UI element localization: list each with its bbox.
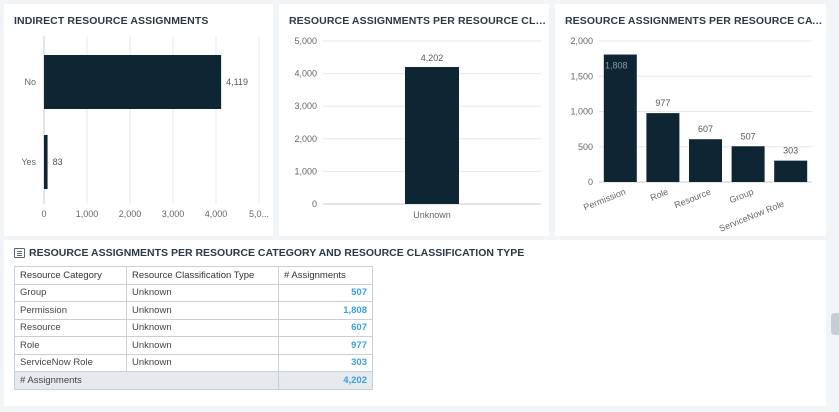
classification-chart: 0 1,000 2,000 3,000 4,000 5,000 4,202 Unknown bbox=[294, 36, 541, 220]
table-header-row: Resource Category Resource Classificatio… bbox=[14, 266, 373, 285]
bar-value-label: 83 bbox=[53, 157, 63, 167]
total-label: # Assignments bbox=[14, 371, 279, 390]
y-tick-label: 2,000 bbox=[570, 36, 593, 46]
bar-value-label: 977 bbox=[655, 98, 670, 108]
table-title-text: RESOURCE ASSIGNMENTS PER RESOURCE CATEGO… bbox=[29, 247, 525, 259]
table-row: Resource Unknown 607 bbox=[14, 318, 373, 337]
bar-value-label: 1,808 bbox=[605, 61, 628, 71]
y-tick-label: 1,000 bbox=[294, 166, 317, 176]
y-tick-label: 1,000 bbox=[570, 107, 593, 117]
cell-classification: Unknown bbox=[126, 318, 279, 337]
table-panel-title: RESOURCE ASSIGNMENTS PER RESOURCE CATEGO… bbox=[14, 247, 524, 259]
bar-value-label: 607 bbox=[698, 124, 713, 134]
y-tick-label: 0 bbox=[588, 177, 593, 187]
bar bbox=[44, 55, 222, 109]
cell-assignments-link[interactable]: 1,808 bbox=[278, 301, 373, 320]
y-tick-label: 3,000 bbox=[294, 101, 317, 111]
x-tick-label: 4,000 bbox=[205, 209, 228, 219]
y-category-label: No bbox=[24, 77, 36, 87]
cell-assignments-link[interactable]: 977 bbox=[278, 336, 373, 355]
x-category-label: Group bbox=[728, 187, 755, 206]
side-panel-handle[interactable] bbox=[831, 313, 839, 335]
indirect-assignments-panel: INDIRECT RESOURCE ASSIGNMENTS 0 1,000 2,00… bbox=[4, 4, 273, 236]
y-tick-label: 1,500 bbox=[570, 71, 593, 81]
bar-value-label: 4,202 bbox=[421, 53, 444, 63]
x-category-label: Unknown bbox=[413, 210, 451, 220]
x-tick-label: 3,000 bbox=[162, 209, 185, 219]
cell-assignments-link[interactable]: 507 bbox=[278, 283, 373, 302]
x-tick-label: 1,000 bbox=[76, 209, 99, 219]
bar-value-label: 4,119 bbox=[226, 77, 248, 87]
bar bbox=[646, 113, 680, 182]
table-row: Role Unknown 977 bbox=[14, 336, 373, 355]
bar bbox=[44, 135, 48, 189]
bar bbox=[731, 146, 765, 182]
cell-classification: Unknown bbox=[126, 283, 279, 302]
indirect-assignments-chart: 0 1,000 2,000 3,000 4,000 5,0... No 4,119 Yes 83 bbox=[21, 36, 269, 219]
classification-panel: RESOURCE ASSIGNMENTS PER RESOURCE CLASSI… bbox=[279, 4, 549, 236]
bar-value-label: 303 bbox=[783, 146, 798, 156]
y-tick-label: 4,000 bbox=[294, 69, 317, 79]
table-icon bbox=[14, 248, 25, 258]
x-tick-label: 0 bbox=[41, 209, 46, 219]
table-row: Group Unknown 507 bbox=[14, 283, 373, 302]
column-header-classification-type[interactable]: Resource Classification Type bbox=[126, 266, 279, 285]
x-category-label: Permission bbox=[582, 187, 627, 213]
cell-category: Role bbox=[14, 336, 127, 355]
total-assignments-link[interactable]: 4,202 bbox=[278, 371, 373, 390]
x-tick-label: 2,000 bbox=[119, 209, 142, 219]
category-chart: 0 500 1,000 1,500 2,000 1,808 Permission 977 Rol… bbox=[570, 36, 812, 234]
assignments-table: Resource Category Resource Classificatio… bbox=[14, 266, 373, 390]
bar bbox=[774, 160, 808, 182]
column-header-resource-category[interactable]: Resource Category bbox=[14, 266, 127, 285]
bar bbox=[603, 54, 637, 183]
cell-assignments-link[interactable]: 303 bbox=[278, 353, 373, 372]
x-category-label: Role bbox=[649, 187, 670, 203]
cell-category: Permission bbox=[14, 301, 127, 320]
cell-classification: Unknown bbox=[126, 301, 279, 320]
cell-classification: Unknown bbox=[126, 336, 279, 355]
bar bbox=[689, 139, 722, 182]
y-tick-label: 2,000 bbox=[294, 134, 317, 144]
bar-value-label: 507 bbox=[741, 131, 756, 141]
cell-category: Resource bbox=[14, 318, 127, 337]
x-category-label: Resource bbox=[673, 187, 712, 211]
cell-assignments-link[interactable]: 607 bbox=[278, 318, 373, 337]
table-total-row: # Assignments 4,202 bbox=[14, 371, 373, 390]
y-tick-label: 5,000 bbox=[294, 36, 317, 46]
cell-category: ServiceNow Role bbox=[14, 353, 127, 372]
table-row: Permission Unknown 1,808 bbox=[14, 301, 373, 320]
bar bbox=[405, 67, 459, 204]
y-tick-label: 0 bbox=[312, 199, 317, 209]
table-row: ServiceNow Role Unknown 303 bbox=[14, 353, 373, 372]
y-category-label: Yes bbox=[21, 157, 36, 167]
y-tick-label: 500 bbox=[578, 142, 593, 152]
category-classification-table-panel: RESOURCE ASSIGNMENTS PER RESOURCE CATEGO… bbox=[4, 240, 826, 406]
category-panel: RESOURCE ASSIGNMENTS PER RESOURCE CATEGO… bbox=[555, 4, 827, 236]
column-header-assignments[interactable]: # Assignments bbox=[278, 266, 373, 285]
cell-classification: Unknown bbox=[126, 353, 279, 372]
x-category-label: ServiceNow Role bbox=[718, 199, 786, 234]
cell-category: Group bbox=[14, 283, 127, 302]
x-tick-label: 5,0... bbox=[249, 209, 269, 219]
